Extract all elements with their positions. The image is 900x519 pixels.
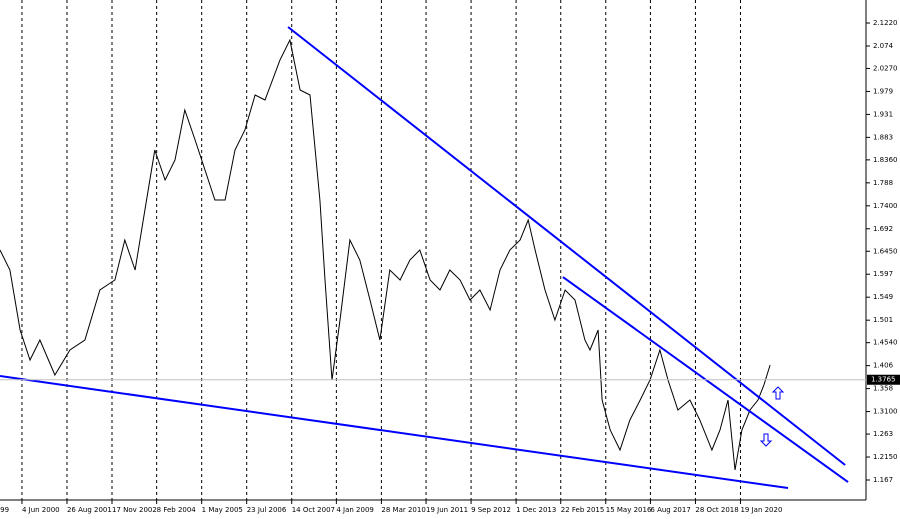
x-tick-label: 6 Aug 2017 [650, 506, 690, 514]
y-tick-label: 1.597 [873, 270, 893, 278]
x-tick-label: 23 Jul 2006 [247, 506, 287, 514]
x-tick-label: 28 Oct 2018 [695, 506, 738, 514]
last-price-label: 1.3765 [871, 376, 896, 384]
y-tick-label: 1.788 [873, 179, 893, 187]
price-line [0, 38, 771, 471]
y-tick-label: 1.2150 [873, 453, 898, 461]
y-tick-label: 1.6450 [873, 247, 898, 255]
y-tick-label: 2.0270 [873, 64, 898, 72]
x-tick-label: 19 Jun 2011 [426, 506, 468, 514]
x-tick-label: 26 Aug 2001 [67, 506, 112, 514]
y-tick-label: 1.8360 [873, 156, 898, 164]
x-tick-label: 8 Feb 2004 [157, 506, 197, 514]
last-price-box [867, 374, 900, 385]
y-tick-label: 1.406 [873, 362, 894, 370]
down-arrow [759, 433, 773, 447]
x-tick-label: 4 Jan 2009 [336, 506, 374, 514]
y-tick-label: 1.358 [873, 385, 893, 393]
x-tick-label: 14 Oct 2007 [292, 506, 335, 514]
y-tick-label: 2.1220 [873, 19, 898, 27]
y-tick-label: 1.167 [873, 476, 893, 484]
y-tick-label: 1.979 [873, 87, 893, 95]
y-tick-label: 1.501 [873, 316, 893, 324]
x-tick-label: 17 Nov 2002 [112, 506, 157, 514]
y-tick-label: 1.263 [873, 430, 893, 438]
y-tick-label: 1.3100 [873, 408, 898, 416]
x-tick-label: 15 May 2016 [606, 506, 652, 514]
x-tick-label: 1 Dec 2013 [516, 506, 556, 514]
x-tick-label: 4 Jun 2000 [22, 506, 60, 514]
x-tick-label: 19 Jan 2020 [740, 506, 782, 514]
y-tick-label: 1.549 [873, 293, 893, 301]
x-tick-label: 1 May 2005 [202, 506, 243, 514]
x-tick-label: 1999 [0, 506, 9, 514]
x-tick-label: 22 Feb 2015 [561, 506, 605, 514]
y-tick-label: 1.883 [873, 133, 893, 141]
trend-line [287, 26, 846, 466]
x-tick-label: 28 Mar 2010 [381, 506, 425, 514]
x-tick-label: 9 Sep 2012 [471, 506, 511, 514]
y-tick-label: 1.4540 [873, 339, 898, 347]
trend-line [0, 375, 789, 490]
y-tick-label: 1.692 [873, 225, 893, 233]
y-tick-label: 1.7400 [873, 202, 898, 210]
y-tick-label: 1.931 [873, 110, 893, 118]
up-arrow [771, 386, 785, 400]
y-tick-label: 2.074 [873, 42, 894, 50]
